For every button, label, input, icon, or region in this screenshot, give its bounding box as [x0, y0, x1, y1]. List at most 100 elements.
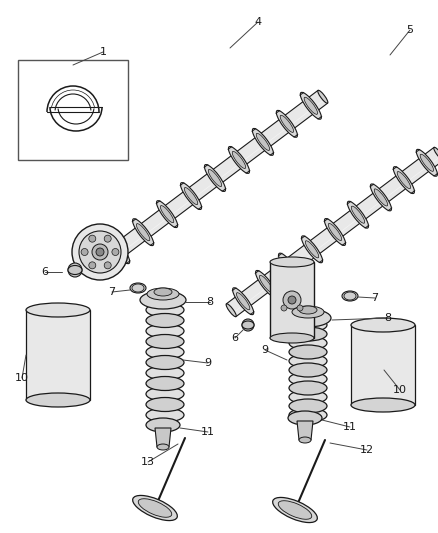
Ellipse shape: [146, 376, 184, 391]
Ellipse shape: [146, 303, 184, 317]
Ellipse shape: [146, 335, 184, 349]
Ellipse shape: [146, 366, 184, 380]
Ellipse shape: [138, 499, 172, 517]
Circle shape: [92, 244, 108, 260]
Text: 8: 8: [385, 313, 392, 323]
Ellipse shape: [289, 363, 327, 377]
Ellipse shape: [289, 327, 327, 341]
Ellipse shape: [270, 333, 314, 343]
Ellipse shape: [328, 223, 342, 240]
Ellipse shape: [180, 183, 201, 209]
Text: 10: 10: [15, 373, 29, 383]
Ellipse shape: [146, 324, 184, 338]
Ellipse shape: [146, 356, 184, 369]
Ellipse shape: [289, 345, 327, 359]
Polygon shape: [351, 325, 415, 405]
Ellipse shape: [68, 265, 82, 274]
Ellipse shape: [325, 219, 346, 246]
Circle shape: [288, 296, 296, 304]
Ellipse shape: [289, 372, 327, 386]
Circle shape: [68, 263, 82, 277]
Polygon shape: [155, 428, 171, 447]
Ellipse shape: [259, 276, 273, 293]
Text: 8: 8: [206, 297, 214, 307]
Circle shape: [81, 248, 88, 255]
Ellipse shape: [351, 206, 365, 223]
Ellipse shape: [299, 437, 311, 443]
Ellipse shape: [289, 399, 327, 413]
Bar: [18, 60, 128, 160]
Ellipse shape: [300, 92, 321, 119]
Ellipse shape: [113, 241, 126, 259]
Ellipse shape: [140, 291, 186, 309]
Text: 4: 4: [254, 17, 261, 27]
Ellipse shape: [233, 288, 254, 314]
Ellipse shape: [26, 303, 90, 317]
Ellipse shape: [280, 115, 293, 132]
Text: 6: 6: [232, 333, 239, 343]
Ellipse shape: [416, 149, 438, 176]
Text: 11: 11: [343, 422, 357, 432]
Text: 12: 12: [360, 445, 374, 455]
Ellipse shape: [102, 253, 112, 266]
Ellipse shape: [130, 283, 146, 293]
Ellipse shape: [237, 293, 250, 310]
Circle shape: [281, 305, 287, 311]
Circle shape: [104, 262, 111, 269]
Ellipse shape: [133, 496, 177, 521]
Bar: [270, 262, 314, 338]
Ellipse shape: [351, 398, 415, 412]
Ellipse shape: [146, 408, 184, 422]
Ellipse shape: [156, 200, 178, 228]
Ellipse shape: [289, 381, 327, 395]
Ellipse shape: [289, 408, 327, 422]
Ellipse shape: [289, 318, 327, 332]
Ellipse shape: [147, 288, 179, 300]
Ellipse shape: [228, 147, 250, 173]
Ellipse shape: [256, 133, 270, 150]
Polygon shape: [297, 421, 313, 440]
Ellipse shape: [301, 236, 323, 263]
Ellipse shape: [289, 390, 327, 404]
Polygon shape: [26, 310, 90, 400]
Ellipse shape: [160, 206, 174, 223]
Circle shape: [79, 231, 121, 273]
Ellipse shape: [318, 90, 328, 103]
Ellipse shape: [420, 154, 434, 171]
Ellipse shape: [270, 257, 314, 267]
Ellipse shape: [393, 167, 414, 193]
Ellipse shape: [289, 336, 327, 350]
Text: 7: 7: [371, 293, 378, 303]
Ellipse shape: [371, 184, 392, 211]
Ellipse shape: [154, 288, 172, 296]
Circle shape: [89, 262, 96, 269]
Circle shape: [283, 291, 301, 309]
Ellipse shape: [305, 241, 319, 258]
Ellipse shape: [26, 393, 90, 407]
Ellipse shape: [342, 291, 358, 301]
Ellipse shape: [374, 189, 388, 206]
Ellipse shape: [146, 418, 180, 432]
Ellipse shape: [208, 169, 222, 187]
Text: 13: 13: [141, 457, 155, 467]
Ellipse shape: [146, 313, 184, 327]
Polygon shape: [102, 91, 328, 265]
Ellipse shape: [133, 219, 154, 246]
Text: 9: 9: [205, 358, 212, 368]
Text: 6: 6: [42, 267, 49, 277]
Ellipse shape: [434, 147, 438, 160]
Ellipse shape: [283, 258, 296, 275]
Polygon shape: [226, 148, 438, 317]
Ellipse shape: [347, 201, 368, 228]
Ellipse shape: [351, 318, 415, 332]
Text: 11: 11: [201, 427, 215, 437]
Ellipse shape: [255, 270, 277, 297]
Ellipse shape: [397, 172, 410, 189]
Ellipse shape: [304, 97, 318, 115]
Ellipse shape: [146, 387, 184, 401]
Text: 7: 7: [109, 287, 116, 297]
Ellipse shape: [205, 165, 226, 191]
Ellipse shape: [285, 309, 331, 327]
Ellipse shape: [146, 398, 184, 411]
Text: 10: 10: [393, 385, 407, 395]
